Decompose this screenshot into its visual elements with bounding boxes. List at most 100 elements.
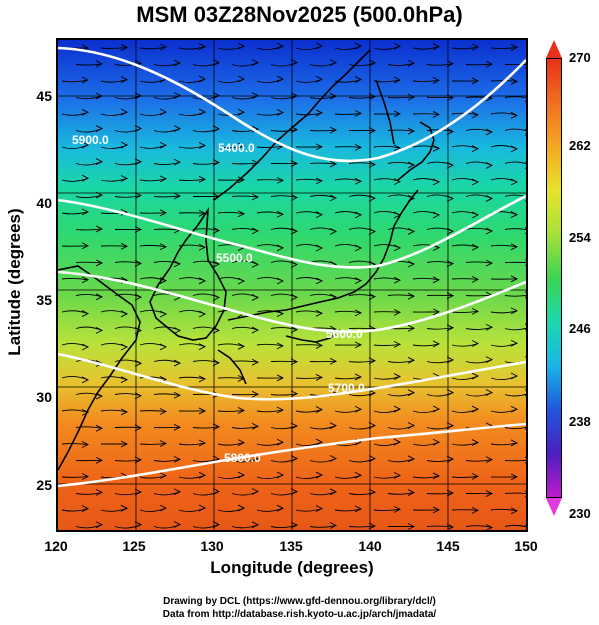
streamline-arrowhead (95, 60, 104, 68)
credit-drawing: Drawing by DCL (https://www.gfd-dennou.o… (163, 596, 436, 607)
streamline (504, 294, 526, 297)
streamline-arrowhead (276, 406, 285, 414)
streamline-arrowhead (290, 488, 299, 495)
streamline-arrowhead (393, 42, 402, 50)
streamline (309, 525, 337, 528)
streamline-arrowhead (95, 92, 104, 100)
streamline-arrowhead (432, 178, 441, 186)
streamline-arrowhead (407, 455, 416, 463)
streamline (426, 261, 454, 265)
streamline-arrowhead (81, 343, 90, 351)
streamline-arrowhead (276, 109, 285, 116)
streamline-arrowhead (432, 144, 441, 152)
streamline-arrowhead (81, 141, 90, 149)
streamline (217, 377, 245, 379)
streamline-arrowhead (432, 43, 441, 50)
streamline-arrowhead (315, 75, 324, 83)
streamline-arrowhead (159, 440, 168, 447)
streamline-arrowhead (524, 291, 526, 299)
streamline-arrowhead (407, 389, 416, 397)
streamline (114, 426, 142, 429)
streamline (75, 194, 103, 199)
streamline-arrowhead (198, 175, 207, 183)
streamline-arrowhead (446, 60, 455, 68)
streamline (465, 128, 493, 133)
streamline (465, 459, 493, 462)
streamline (114, 393, 142, 397)
streamline-arrowhead (407, 228, 416, 235)
streamline-arrowhead (237, 277, 246, 285)
streamline (100, 409, 128, 413)
streamline (504, 524, 526, 528)
streamline (504, 128, 526, 132)
streamline-arrowhead (237, 210, 246, 218)
streamline-arrowhead (315, 277, 324, 285)
streamline-arrowhead (393, 76, 402, 84)
streamline (100, 46, 128, 49)
streamline-arrowhead (471, 77, 480, 85)
colorbar-min-arrow (546, 498, 562, 516)
streamline-arrowhead (393, 144, 402, 152)
streamline-arrowhead (276, 176, 285, 184)
streamline-arrowhead (510, 78, 519, 85)
streamline (139, 443, 167, 445)
streamline-arrowhead (173, 423, 182, 431)
streamline-arrowhead (446, 422, 455, 430)
streamline-arrowhead (524, 95, 526, 102)
x-tick-label: 135 (279, 538, 303, 554)
streamline-arrowhead (354, 309, 363, 317)
streamline-arrowhead (95, 225, 104, 233)
streamline (465, 63, 493, 66)
streamline (61, 476, 89, 478)
streamline-arrowhead (393, 178, 402, 186)
streamline (451, 509, 479, 511)
streamline (192, 360, 220, 364)
streamline (270, 195, 298, 198)
streamline-arrowhead (290, 59, 299, 66)
streamline (231, 227, 259, 232)
streamline-arrowhead (276, 42, 285, 50)
streamline-arrowhead (251, 488, 260, 495)
streamline-arrowhead (368, 389, 377, 397)
streamline-arrowhead (237, 108, 246, 116)
streamline (412, 343, 440, 347)
streamline-arrowhead (446, 94, 455, 102)
colorbar-max-arrow (546, 40, 562, 58)
streamline-arrowhead (81, 408, 90, 416)
streamline-arrowhead (198, 343, 207, 351)
colorbar-tick-label: 246 (569, 321, 591, 336)
streamline-arrowhead (95, 326, 104, 334)
streamline-arrowhead (315, 42, 324, 50)
streamline-arrowhead (354, 76, 363, 83)
streamline (451, 475, 479, 478)
streamline-arrowhead (485, 356, 494, 364)
streamline (490, 244, 518, 248)
streamline-arrowhead (212, 423, 221, 431)
streamline-arrowhead (276, 210, 285, 218)
streamline-arrowhead (315, 374, 324, 381)
streamline-arrowhead (237, 176, 246, 184)
streamline-arrowhead (290, 293, 299, 301)
streamline-arrowhead (315, 177, 324, 185)
streamline (387, 96, 415, 99)
streamline-arrowhead (393, 308, 402, 316)
streamline-arrowhead (198, 504, 207, 512)
streamline (504, 194, 526, 198)
streamline-arrowhead (471, 243, 480, 251)
streamline (412, 113, 440, 115)
streamline-arrowhead (315, 471, 324, 479)
streamline (348, 360, 376, 363)
streamline-arrowhead (446, 227, 455, 235)
streamline (295, 112, 323, 116)
streamline-arrowhead (173, 92, 182, 99)
streamline (256, 145, 284, 148)
streamline (139, 178, 167, 182)
streamline-arrowhead (134, 456, 143, 464)
streamline-arrowhead (95, 293, 104, 301)
streamline-arrowhead (368, 161, 377, 168)
streamline (114, 459, 142, 462)
streamline (504, 393, 526, 397)
streamline (153, 393, 181, 396)
streamline-arrowhead (368, 488, 377, 496)
streamline (61, 409, 89, 413)
